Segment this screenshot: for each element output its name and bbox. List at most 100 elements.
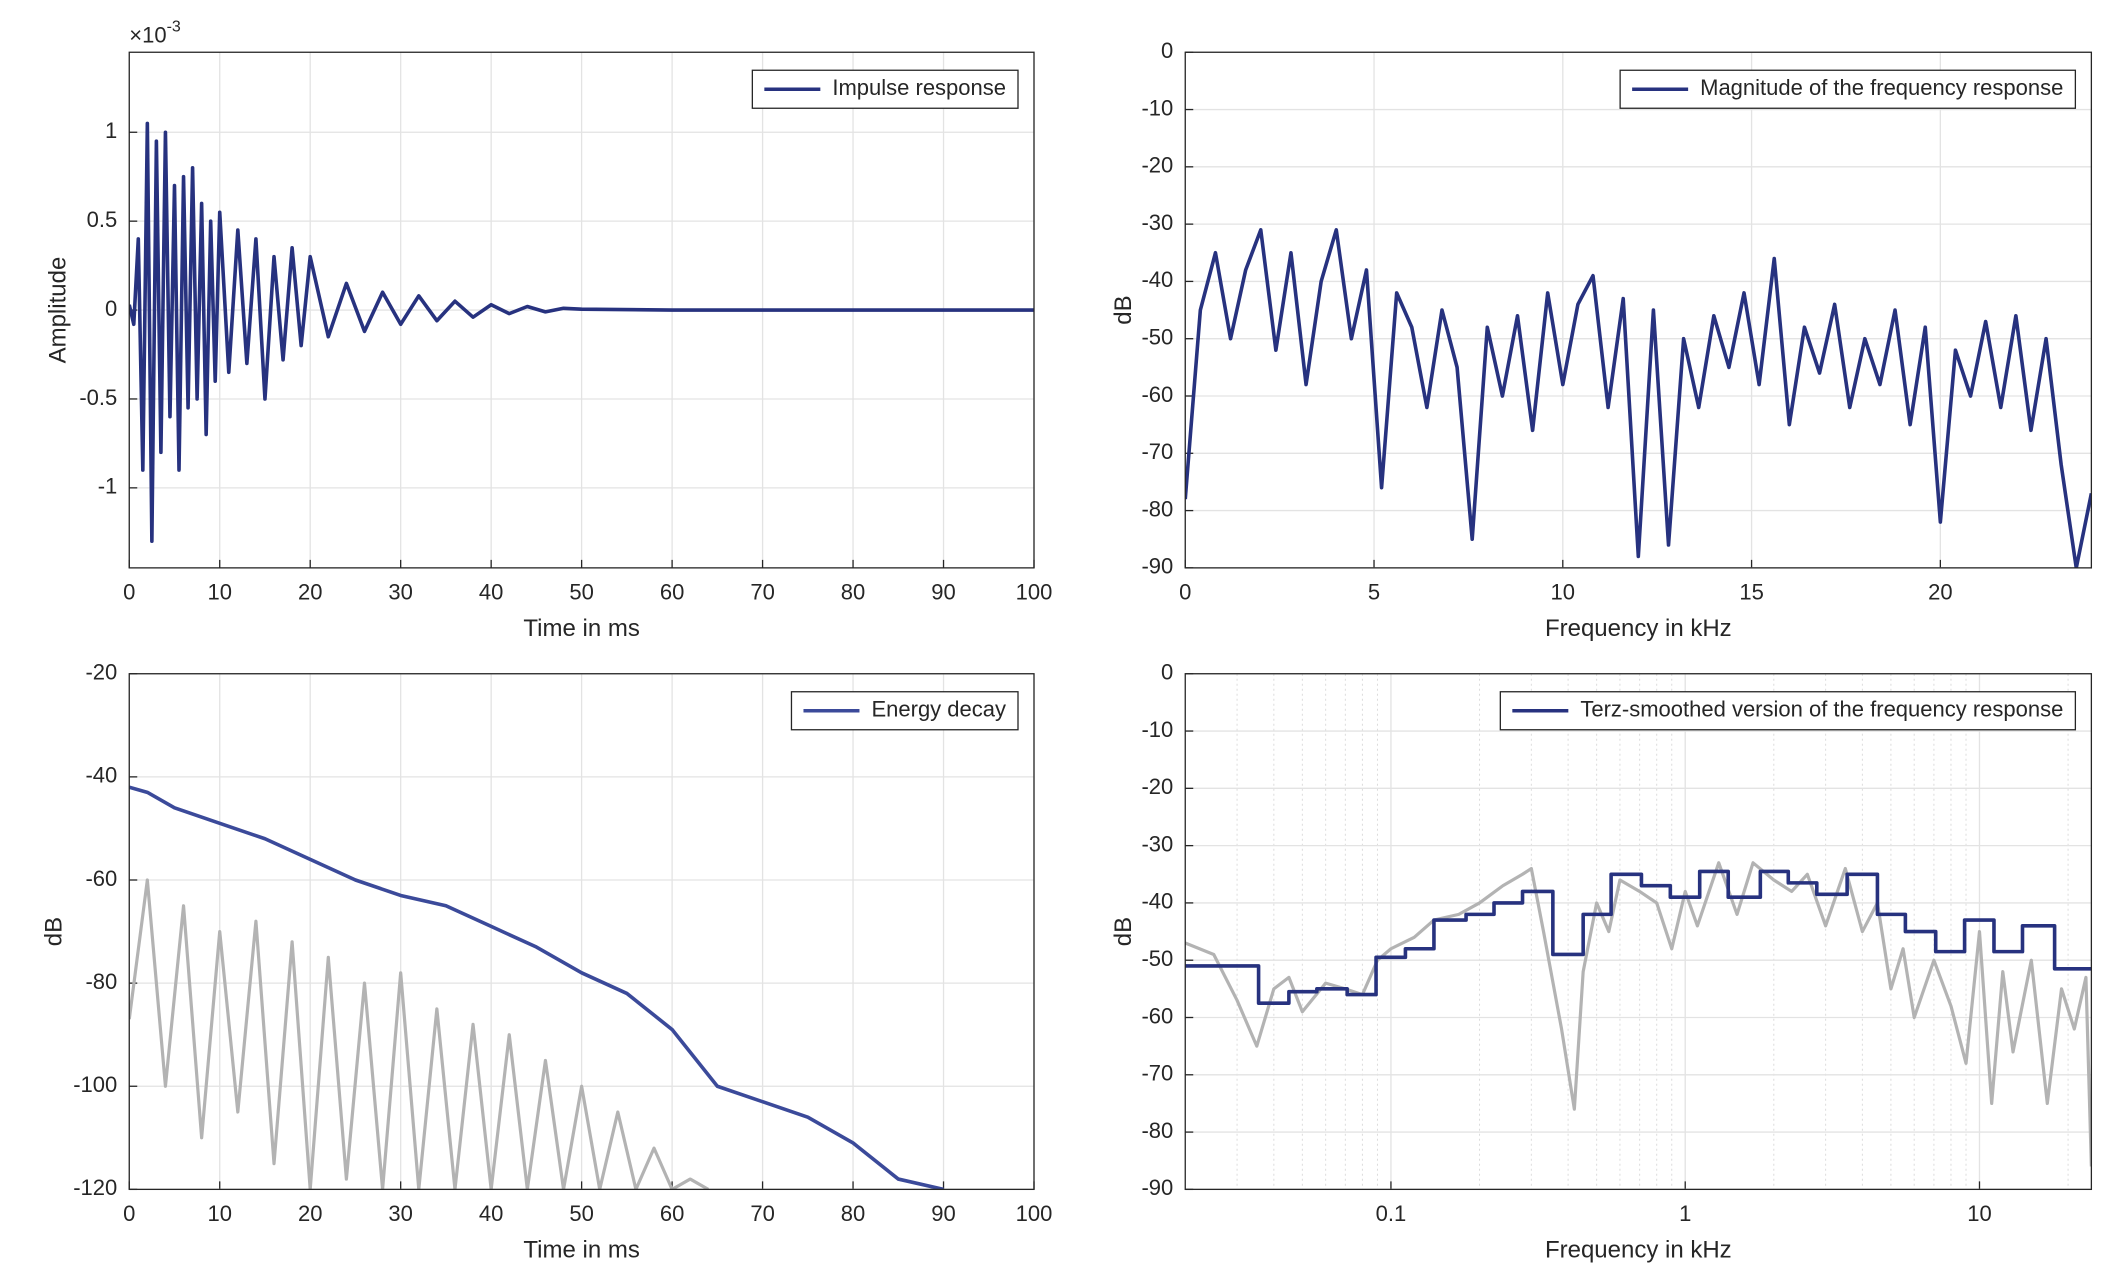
y-tick-label: 0	[105, 296, 117, 321]
y-tick-label: -1	[98, 474, 118, 499]
y-tick-label: -50	[1141, 946, 1173, 971]
y-tick-label: 0	[1161, 660, 1173, 685]
series-line	[129, 785, 944, 1190]
legend-label: Energy decay	[871, 697, 1006, 722]
multiplier-base: ×10	[129, 22, 166, 47]
x-tick-label: 20	[298, 1201, 322, 1226]
y-tick-label: -60	[1141, 1003, 1173, 1028]
axes-box	[1184, 673, 2093, 1191]
y-tick-label: -30	[1141, 831, 1173, 856]
y-tick-label: -0.5	[79, 385, 117, 410]
y-tick-label: -80	[1141, 496, 1173, 521]
y-tick-label: -80	[1141, 1118, 1173, 1143]
legend: Magnitude of the frequency response	[1619, 69, 2077, 109]
x-tick-label: 80	[841, 580, 865, 605]
legend: Energy decay	[790, 691, 1019, 731]
multiplier-exponent: -3	[167, 18, 181, 35]
y-tick-label: -80	[85, 969, 117, 994]
y-tick-label: -20	[1141, 774, 1173, 799]
y-tick-label: -70	[1141, 1061, 1173, 1086]
x-tick-label: 0	[123, 1201, 135, 1226]
x-tick-label: 0.1	[1376, 1201, 1407, 1226]
axes-box	[128, 51, 1035, 569]
x-tick-label: 100	[1016, 1201, 1053, 1226]
x-tick-label: 60	[660, 1201, 684, 1226]
x-tick-label: 30	[388, 1201, 412, 1226]
y-tick-label: -60	[85, 866, 117, 891]
y-axis-label: dB	[40, 917, 67, 946]
legend: Impulse response	[751, 69, 1019, 109]
plot-area	[1185, 52, 2092, 568]
x-tick-label: 50	[569, 1201, 593, 1226]
legend: Terz-smoothed version of the frequency r…	[1499, 691, 2077, 731]
y-tick-label: -20	[1141, 153, 1173, 178]
y-tick-label: -20	[85, 660, 117, 685]
x-tick-label: 90	[931, 580, 955, 605]
subplot: 0 5 10 15 20 -90 -80 -70 -60 -50 -40 -30 -20 -10 0 Freq…	[1110, 38, 2093, 642]
series-line	[1185, 228, 2092, 568]
x-tick-label: 40	[479, 580, 503, 605]
plot-area	[1185, 673, 2092, 1190]
y-tick-label: -10	[1141, 95, 1173, 120]
legend-label: Impulse response	[832, 75, 1006, 100]
x-tick-label: 50	[569, 580, 593, 605]
x-axis-label: Frequency in kHz	[1545, 1237, 1732, 1264]
x-axis-label: Frequency in kHz	[1545, 615, 1732, 642]
series-line	[1185, 861, 2092, 1167]
x-tick-label: 10	[207, 1201, 231, 1226]
y-tick-label: -10	[1141, 717, 1173, 742]
x-tick-label: 30	[388, 580, 412, 605]
y-axis-label: Amplitude	[44, 257, 71, 364]
y-axis-label: dB	[1110, 917, 1137, 946]
y-tick-label: 0.5	[87, 207, 118, 232]
x-axis-label: Time in ms	[523, 615, 639, 642]
x-tick-label: 10	[1967, 1201, 1991, 1226]
x-tick-label: 40	[479, 1201, 503, 1226]
axes-box	[128, 673, 1035, 1191]
legend-box	[1619, 69, 2077, 109]
x-tick-label: 70	[750, 580, 774, 605]
x-tick-label: 0	[123, 580, 135, 605]
x-tick-label: 80	[841, 1201, 865, 1226]
y-tick-label: -40	[1141, 267, 1173, 292]
y-tick-label: -40	[1141, 889, 1173, 914]
y-axis-label: dB	[1110, 295, 1137, 324]
y-tick-label: -90	[1141, 554, 1173, 579]
x-tick-label: 1	[1679, 1201, 1691, 1226]
y-tick-label: -70	[1141, 439, 1173, 464]
x-tick-label: 90	[931, 1201, 955, 1226]
x-tick-label: 15	[1739, 580, 1763, 605]
series-line	[1185, 869, 2092, 1005]
y-multiplier: ×10-3	[129, 18, 181, 47]
x-tick-label: 60	[660, 580, 684, 605]
legend-label: Magnitude of the frequency response	[1700, 75, 2063, 100]
y-tick-label: -60	[1141, 382, 1173, 407]
y-tick-label: -100	[73, 1072, 117, 1097]
series-line	[129, 121, 1034, 544]
x-tick-label: 10	[1551, 580, 1575, 605]
legend-label: Terz-smoothed version of the frequency r…	[1580, 697, 2063, 722]
x-tick-label: 5	[1368, 580, 1380, 605]
y-tick-label: -30	[1141, 210, 1173, 235]
x-tick-label: 0	[1179, 580, 1191, 605]
x-tick-label: 10	[207, 580, 231, 605]
y-tick-label: -40	[85, 763, 117, 788]
x-tick-label: 20	[298, 580, 322, 605]
y-tick-label: -50	[1141, 325, 1173, 350]
x-tick-label: 70	[750, 1201, 774, 1226]
legend-box	[1499, 691, 2077, 731]
y-tick-label: -120	[73, 1175, 117, 1200]
subplot: 0.1 1 10 -90 -80 -70 -60 -50 -40 -30 -20 -10 0 Freque…	[1110, 660, 2093, 1264]
y-tick-label: 1	[105, 118, 117, 143]
y-tick-label: -90	[1141, 1175, 1173, 1200]
series-line	[129, 878, 710, 1190]
subplot: 0 10 20 30 40 50 60 70 80 90 100 -120 -100 -80 -60 -40 -…	[40, 660, 1052, 1264]
x-axis-label: Time in ms	[523, 1237, 639, 1264]
subplot: 0 10 20 30 40 50 60 70 80 90 100 -1 -0.5 0 0.5 1 Time in…	[44, 18, 1052, 642]
axes-box	[1184, 51, 2093, 569]
x-tick-label: 100	[1016, 580, 1053, 605]
y-tick-label: 0	[1161, 38, 1173, 63]
x-tick-label: 20	[1928, 580, 1952, 605]
